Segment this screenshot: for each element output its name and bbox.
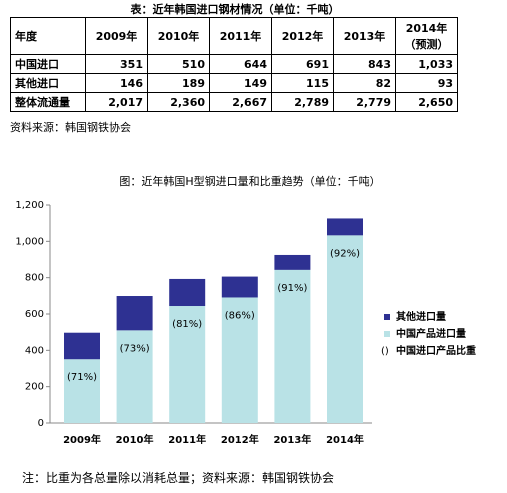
table-cell: 2,360 [147, 92, 210, 112]
note: 注：比重为各总量除以消耗总量；资料来源：韩国钢铁协会 [22, 471, 335, 485]
data-label: (91%) [277, 283, 307, 294]
header-cell: 2009年 [85, 17, 148, 55]
x-tick-label: 2009年 [63, 433, 101, 446]
data-label: (73%) [120, 343, 150, 354]
legend-label: 中国产品进口量 [396, 327, 466, 340]
data-label: (92%) [330, 248, 360, 259]
table-cell: 其他进口 [10, 73, 86, 93]
bar [327, 218, 363, 236]
bar [169, 278, 206, 307]
y-tick-label: 800 [25, 273, 44, 284]
bar [274, 254, 311, 270]
chart-title: 图：近年韩国H型钢进口量和比重趋势（单位：千吨） [119, 174, 380, 188]
header-cell: 2010年 [147, 17, 210, 55]
table-cell: 2,779 [333, 92, 396, 112]
legend-label: 中国进口产品比重 [396, 344, 476, 357]
header-cell: 2011年 [209, 17, 272, 55]
table-cell: 整体流通量 [10, 92, 86, 112]
x-tick-label: 2012年 [221, 433, 259, 446]
table-cell: 2,789 [271, 92, 334, 112]
table-row: 年度 2009年 2010年 2011年 2012年 2013年 2014年 （预测） [10, 17, 458, 55]
x-tick-label: 2010年 [116, 433, 154, 446]
y-tick-label: 1,200 [15, 200, 44, 211]
x-tick-label: 2014年 [326, 433, 364, 446]
y-tick-label: 400 [25, 345, 44, 356]
data-label: (81%) [172, 319, 202, 330]
table-row: 整体流通量 2,017 2,360 2,667 2,789 2,779 2,650 [10, 92, 458, 112]
y-tick-label: 600 [25, 309, 44, 320]
header-cell: 2014年 （预测） [395, 17, 458, 55]
bar [221, 276, 258, 298]
header-cell: 年度 [10, 17, 86, 55]
bar [327, 235, 363, 423]
legend-marker [384, 314, 390, 320]
bar [64, 359, 100, 423]
legend-label: 其他进口量 [396, 310, 446, 323]
data-table: 年度 2009年 2010年 2011年 2012年 2013年 2014年 （预测） 中国进… [10, 17, 458, 112]
bar [274, 269, 311, 423]
table-cell: 2,017 [85, 92, 148, 112]
data-label: (71%) [67, 372, 97, 383]
bar [169, 306, 206, 423]
x-tick-label: 2013年 [273, 433, 311, 446]
y-tick-label: 1,000 [15, 236, 44, 247]
table-cell: 2,650 [395, 92, 458, 112]
data-label: (86%) [225, 310, 255, 321]
x-tick-label: 2011年 [168, 433, 206, 446]
table-cell: 2,667 [209, 92, 272, 112]
bar [64, 332, 100, 360]
legend-marker: () [381, 346, 389, 357]
table-cell: 843 [333, 54, 396, 74]
source: 资料来源：韩国钢铁协会 [10, 121, 131, 134]
legend-marker [384, 331, 390, 337]
bar [221, 297, 258, 423]
y-tick-label: 200 [25, 382, 44, 393]
table-cell: 1,033 [395, 54, 458, 74]
chart: 图：近年韩国H型钢进口量和比重趋势（单位：千吨） 0 200 400 600 800 1,… [15, 174, 476, 446]
bar [116, 330, 153, 423]
table-title: 表：近年韩国进口钢材情况（单位：千吨） [130, 3, 340, 16]
bar [116, 296, 153, 331]
y-tick-label: 0 [38, 418, 44, 429]
